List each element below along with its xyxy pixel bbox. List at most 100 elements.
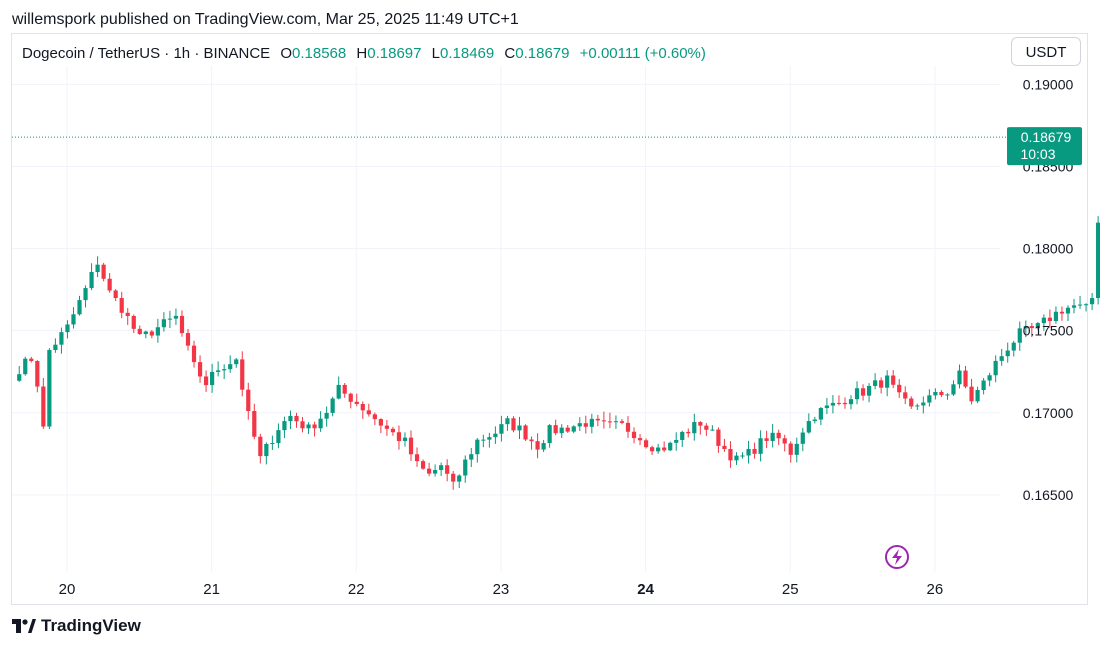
candle-body — [589, 418, 594, 427]
candle-body — [909, 398, 914, 407]
candle-body — [113, 290, 118, 299]
candle-body — [764, 438, 769, 441]
price-axis: 0.190000.185000.180000.175000.170000.165… — [12, 34, 1074, 503]
candle-body — [216, 370, 221, 372]
last-price-badge — [1007, 127, 1082, 166]
candle-body — [65, 324, 70, 333]
candle-body — [330, 398, 335, 413]
candle-body — [324, 412, 329, 419]
candle-body — [830, 402, 836, 406]
x-tick-label: 24 — [637, 581, 654, 598]
candle-body — [981, 380, 986, 391]
candle-body — [607, 421, 613, 423]
symbol-name: Dogecoin / TetherUS · 1h · BINANCE — [22, 45, 271, 62]
candle-body — [137, 328, 142, 335]
candle-body — [161, 319, 166, 328]
candle-body — [360, 403, 365, 411]
candle-body — [728, 448, 733, 461]
candle-body — [89, 272, 94, 289]
candle-body — [17, 374, 22, 381]
x-tick-label: 26 — [927, 581, 944, 598]
candle-body — [963, 370, 968, 387]
currency-button[interactable]: USDT — [1011, 37, 1081, 66]
candle-body — [800, 432, 805, 444]
candle-body — [1005, 350, 1010, 357]
candle-body — [547, 425, 552, 444]
candle-body — [23, 358, 28, 375]
candle-body — [312, 424, 317, 429]
candle-body — [885, 375, 890, 388]
candle-body — [294, 415, 299, 422]
candle-body — [270, 443, 275, 445]
candle-body — [842, 402, 848, 405]
header-mask — [12, 34, 1000, 66]
candle-body — [408, 437, 414, 455]
candle-body — [1083, 304, 1089, 306]
candle-body — [354, 401, 359, 404]
candle-body — [704, 425, 709, 430]
candle-body — [1071, 305, 1077, 308]
candle-body — [915, 405, 920, 407]
candle-body — [969, 386, 974, 402]
candle-body — [457, 475, 462, 482]
candle-body — [1041, 317, 1046, 324]
candle-body — [1017, 328, 1022, 343]
y-tick-label: 0.17000 — [1023, 405, 1074, 421]
candle-body — [758, 438, 763, 454]
candle-body — [439, 465, 444, 471]
candle-body — [288, 415, 293, 422]
candle-body — [336, 384, 341, 399]
candle-body — [782, 438, 787, 444]
candle-body — [619, 421, 625, 423]
candle-body — [234, 359, 239, 365]
candle-body — [553, 425, 558, 434]
candle-body — [957, 370, 962, 385]
candle-body — [559, 427, 564, 434]
candle-body — [577, 423, 582, 427]
close-label: C — [504, 45, 516, 62]
candle-body — [511, 418, 516, 431]
close-value: 0.18679 — [515, 45, 570, 62]
candle-body — [47, 349, 52, 427]
candle-body — [1047, 317, 1053, 321]
candle-body — [794, 443, 799, 455]
candle-body — [402, 437, 408, 441]
candle-body — [631, 431, 637, 439]
lightning-icon[interactable] — [885, 545, 909, 569]
candle-body — [903, 392, 908, 399]
candle-body — [740, 455, 745, 457]
candle-body — [879, 380, 884, 388]
candle-body — [541, 443, 546, 450]
candle-body — [818, 408, 823, 420]
candle-body — [119, 298, 124, 313]
candle-body — [83, 288, 88, 301]
candle-body — [390, 428, 396, 433]
brand-name: TradingView — [41, 616, 141, 635]
candle-body — [613, 421, 619, 423]
candle-body — [173, 315, 179, 319]
candle-body — [860, 388, 866, 396]
candle-body — [59, 332, 64, 345]
candle-body — [505, 418, 510, 425]
candle-body — [246, 389, 251, 412]
candle-body — [523, 425, 528, 440]
high-label: H — [356, 45, 368, 62]
tradingview-logo[interactable]: TradingView — [12, 616, 141, 636]
candle-body — [770, 432, 775, 441]
candle-body — [125, 312, 130, 316]
low-label: L — [431, 45, 441, 62]
x-tick-label: 25 — [782, 581, 799, 598]
candle-body — [481, 439, 486, 441]
candle-body — [1035, 323, 1040, 329]
candle-body — [348, 393, 353, 402]
candle-body — [445, 465, 450, 474]
candle-body — [300, 421, 305, 429]
candle-body — [222, 369, 227, 371]
candle-body — [475, 439, 480, 455]
candle-body — [1089, 298, 1095, 305]
candle-body — [167, 318, 173, 320]
chart-frame — [11, 33, 1088, 605]
change-value: +0.00111 (+0.60%) — [579, 45, 706, 62]
candle-body — [921, 402, 926, 406]
